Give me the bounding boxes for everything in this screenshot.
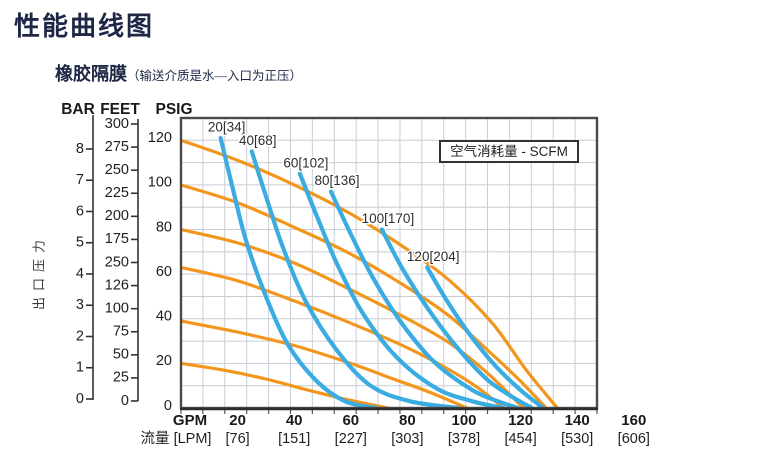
feet-tick-label: 75 bbox=[113, 324, 129, 340]
gpm-tick-label: 100 bbox=[451, 412, 476, 429]
bar-tick-label: 5 bbox=[76, 235, 84, 251]
bar-tick-label: 6 bbox=[76, 203, 84, 219]
lpm-tick-label: [151] bbox=[278, 431, 310, 447]
bar-tick-label: 1 bbox=[76, 360, 84, 376]
feet-tick-label: 0 bbox=[121, 393, 129, 409]
water-curve-discharge-80-PSIG bbox=[181, 227, 525, 408]
psig-tick-label: 80 bbox=[156, 219, 172, 235]
gpm-tick-label: 160 bbox=[621, 412, 646, 429]
air-curve-air-20-SCFM-[34-Nm3/h] bbox=[218, 135, 379, 408]
gpm-tick-label: 120 bbox=[508, 412, 533, 429]
bar-tick-label: 8 bbox=[76, 141, 84, 157]
subtitle-note: （输送介质是水—入口为正压） bbox=[127, 69, 303, 83]
air-curve-value-label: 80[136] bbox=[314, 173, 359, 188]
bar-tick-label: 0 bbox=[76, 391, 84, 407]
subtitle-main: 橡胶隔膜 bbox=[55, 64, 127, 84]
feet-tick-label: 50 bbox=[113, 347, 129, 363]
bar-tick-label: 7 bbox=[76, 172, 84, 188]
lpm-tick-label: [606] bbox=[618, 431, 650, 447]
air-curve-value-label: 20[34] bbox=[208, 120, 246, 135]
lpm-tick-label: [530] bbox=[561, 431, 593, 447]
feet-tick-label: 300 bbox=[105, 116, 129, 132]
water-curve-discharge-100-PSIG bbox=[181, 183, 548, 408]
feet-tick-label: 200 bbox=[105, 208, 129, 224]
feet-tick-label: 225 bbox=[105, 185, 129, 201]
air-curve-air-80-SCFM-[136-Nm3/h] bbox=[328, 189, 520, 408]
lpm-tick-label: [454] bbox=[504, 431, 536, 447]
water-curve-discharge-40-PSIG bbox=[181, 319, 469, 408]
feet-tick-label: 100 bbox=[105, 300, 129, 316]
legend-label: 空气消耗量 - SCFM bbox=[450, 144, 568, 159]
feet-tick-label: 250 bbox=[105, 254, 129, 270]
lpm-tick-label: [378] bbox=[448, 431, 480, 447]
psig-tick-label: 40 bbox=[156, 309, 172, 325]
gpm-tick-label: 140 bbox=[565, 412, 590, 429]
lpm-tick-label: [76] bbox=[226, 431, 250, 447]
feet-tick-label: 25 bbox=[113, 370, 129, 386]
feet-tick-label: 126 bbox=[105, 277, 129, 293]
air-curve-air-100-SCFM-[170-Nm3/h] bbox=[379, 227, 534, 408]
feet-tick-label: 175 bbox=[105, 231, 129, 247]
psig-tick-label: 120 bbox=[148, 130, 172, 146]
psig-tick-label: 60 bbox=[156, 264, 172, 280]
gpm-tick-label: 20 bbox=[229, 412, 246, 429]
feet-tick-label: 275 bbox=[105, 139, 129, 155]
air-curve-air-60-SCFM-[102-Nm3/h] bbox=[297, 171, 506, 408]
x-axis-unit-label: 流量 [LPM] bbox=[141, 430, 212, 447]
psig-tick-label: 0 bbox=[164, 398, 172, 414]
air-curve-air-40-SCFM-[68-Nm3/h] bbox=[249, 149, 461, 408]
feet-tick-label: 250 bbox=[105, 162, 129, 178]
psig-tick-label: 100 bbox=[148, 175, 172, 191]
axis-header-psig: PSIG bbox=[155, 101, 193, 118]
psig-tick-label: 20 bbox=[156, 353, 172, 369]
gpm-tick-label: 40 bbox=[286, 412, 303, 429]
air-curve-value-label: 60[102] bbox=[283, 155, 328, 170]
legend-box bbox=[439, 140, 579, 163]
gpm-tick-label: 80 bbox=[399, 412, 416, 429]
lpm-tick-label: [303] bbox=[391, 431, 423, 447]
air-curve-air-120-SCFM-[204-Nm3/h] bbox=[425, 265, 546, 408]
water-curve-discharge-20-PSIG bbox=[181, 361, 390, 408]
bar-tick-label: 3 bbox=[76, 297, 84, 313]
bar-tick-label: 2 bbox=[76, 328, 84, 344]
chart-subtitle: 橡胶隔膜（输送介质是水—入口为正压） bbox=[55, 60, 302, 86]
axis-header-feet: FEET bbox=[100, 101, 140, 118]
x-axis-header-gpm: GPM bbox=[173, 412, 207, 429]
bar-tick-label: 4 bbox=[76, 266, 84, 282]
lpm-tick-label: [227] bbox=[335, 431, 367, 447]
air-curve-value-label: 40[68] bbox=[239, 133, 277, 148]
page-title: 性能曲线图 bbox=[14, 12, 155, 41]
gpm-tick-label: 60 bbox=[342, 412, 359, 429]
air-curve-value-label: 120[204] bbox=[407, 249, 460, 264]
curves-group bbox=[181, 135, 559, 408]
axis-header-bar: BAR bbox=[61, 101, 95, 118]
water-curve-discharge-60-PSIG bbox=[181, 265, 506, 408]
air-curve-value-label: 100[170] bbox=[362, 211, 415, 226]
